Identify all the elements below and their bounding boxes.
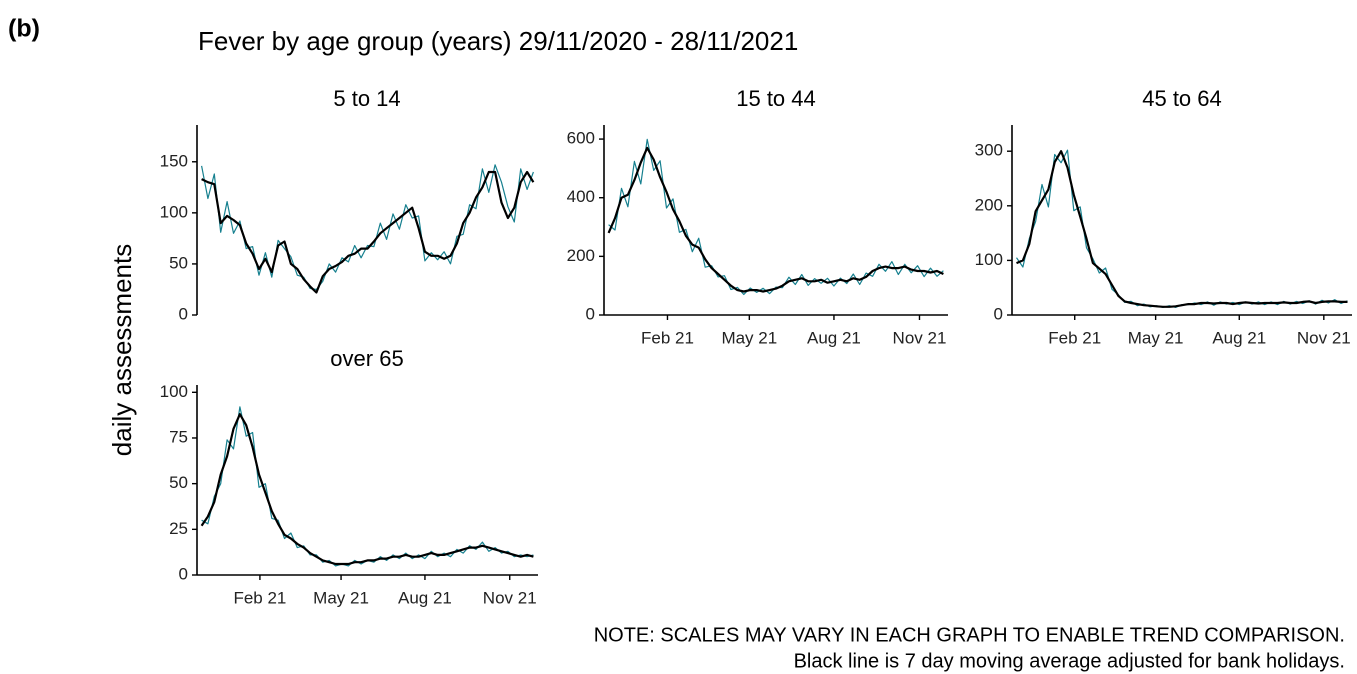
x-tick-label: Feb 21 bbox=[233, 588, 286, 607]
y-tick-label: 0 bbox=[994, 304, 1003, 323]
average-line bbox=[200, 413, 534, 566]
y-tick-label: 0 bbox=[179, 304, 188, 323]
y-tick-label: 25 bbox=[169, 519, 188, 538]
y-axis-label: daily assessments bbox=[107, 244, 137, 456]
average-line bbox=[201, 170, 535, 294]
average-line bbox=[607, 146, 944, 293]
panel-label: (b) bbox=[8, 15, 40, 43]
y-tick-label: 200 bbox=[567, 246, 595, 265]
x-tick-label: Aug 21 bbox=[1212, 328, 1266, 347]
y-tick-label: 100 bbox=[975, 250, 1003, 269]
x-tick-label: Feb 21 bbox=[641, 328, 694, 347]
average-line bbox=[1016, 150, 1348, 308]
x-tick-label: Nov 21 bbox=[1297, 328, 1351, 347]
y-tick-label: 50 bbox=[169, 253, 188, 272]
panel-title: 45 to 64 bbox=[1142, 86, 1222, 111]
x-tick-label: Aug 21 bbox=[807, 328, 861, 347]
y-tick-label: 0 bbox=[586, 304, 595, 323]
x-tick-label: Nov 21 bbox=[893, 328, 947, 347]
y-tick-label: 200 bbox=[975, 195, 1003, 214]
y-tick-label: 400 bbox=[567, 187, 595, 206]
y-tick-label: 600 bbox=[567, 129, 595, 148]
y-tick-label: 50 bbox=[169, 473, 188, 492]
y-tick-label: 0 bbox=[179, 564, 188, 583]
note: Black line is 7 day moving average adjus… bbox=[794, 650, 1345, 672]
note: NOTE: SCALES MAY VARY IN EACH GRAPH TO E… bbox=[594, 624, 1345, 646]
figure-title: Fever by age group (years) 29/11/2020 - … bbox=[198, 26, 798, 56]
y-tick-label: 75 bbox=[169, 427, 188, 446]
panel-title: 15 to 44 bbox=[736, 86, 816, 111]
daily-line bbox=[608, 138, 944, 296]
x-tick-label: May 21 bbox=[1128, 328, 1184, 347]
x-tick-label: May 21 bbox=[313, 588, 369, 607]
y-tick-label: 300 bbox=[975, 141, 1003, 160]
daily-line bbox=[1016, 149, 1348, 308]
x-tick-label: Feb 21 bbox=[1048, 328, 1101, 347]
daily-line bbox=[201, 406, 534, 567]
y-tick-label: 150 bbox=[160, 151, 188, 170]
y-tick-label: 100 bbox=[160, 382, 188, 401]
y-tick-label: 100 bbox=[160, 202, 188, 221]
x-tick-label: May 21 bbox=[721, 328, 777, 347]
x-tick-label: Nov 21 bbox=[483, 588, 537, 607]
panel-title: 5 to 14 bbox=[333, 86, 400, 111]
panel-title: over 65 bbox=[330, 346, 403, 371]
x-tick-label: Aug 21 bbox=[398, 588, 452, 607]
